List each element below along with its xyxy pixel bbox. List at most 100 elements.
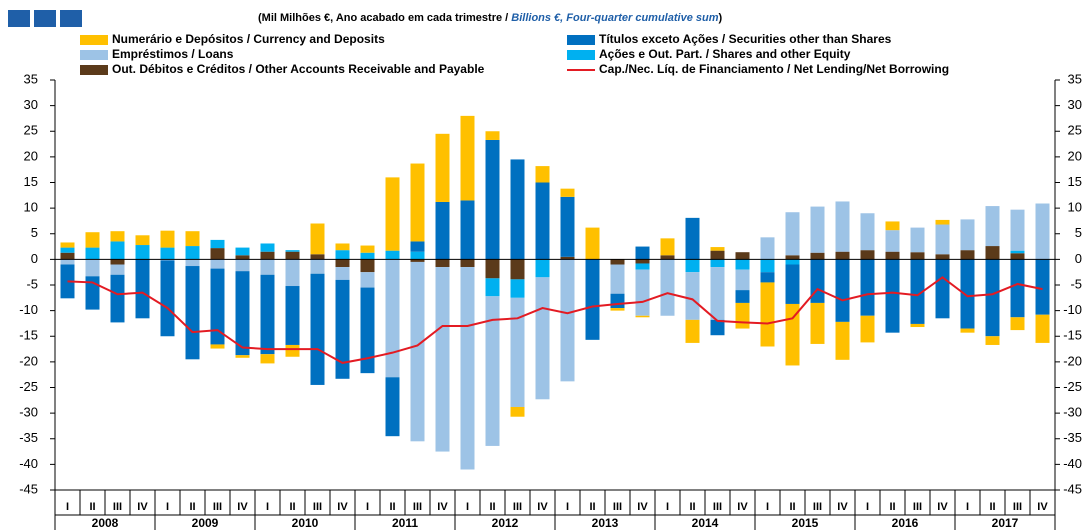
y-tick-label: -35 (19, 430, 38, 445)
bar-segment (485, 278, 500, 297)
bar-segment (135, 245, 150, 260)
y-tick-label: -15 (19, 328, 38, 343)
bar-segment (310, 259, 325, 274)
bar-segment (960, 328, 975, 333)
bar-segment (460, 115, 475, 201)
bar-segment (185, 231, 200, 247)
y-tick-label: -40 (19, 456, 38, 471)
bar-segment (285, 344, 300, 357)
year-label: 2013 (592, 516, 619, 530)
y-tick-label: -30 (19, 405, 38, 420)
bar-segment (860, 315, 875, 343)
y-tick-label-right: -25 (1063, 379, 1082, 394)
x-tick-label: IV (837, 501, 848, 513)
bar-segment (810, 302, 825, 344)
bar-segment (1035, 203, 1050, 260)
bar-segment (760, 237, 775, 260)
bar-segment (1010, 259, 1025, 318)
bar-segment (510, 259, 525, 280)
bar-segment (460, 259, 475, 268)
bar-segment (610, 293, 625, 309)
year-label: 2014 (692, 516, 719, 530)
x-tick-label: II (189, 501, 195, 513)
legend-swatch (80, 35, 108, 45)
bar-segment (1010, 209, 1025, 251)
bar-segment (685, 259, 700, 273)
bar-segment (160, 260, 175, 337)
y-tick-label-right: 5 (1075, 225, 1082, 240)
bar-segment (860, 213, 875, 251)
y-tick-label: 30 (24, 97, 38, 112)
y-tick-label-right: -30 (1063, 405, 1082, 420)
bar-segment (410, 163, 425, 242)
bar-segment (85, 232, 100, 248)
x-tick-label: I (366, 501, 369, 513)
bar-segment (835, 321, 850, 360)
y-tick-label: 25 (24, 123, 38, 138)
bar-segment (360, 287, 375, 374)
legend-label: Numerário e Depósitos / Currency and Dep… (112, 32, 385, 46)
bar-segment (685, 319, 700, 343)
legend-label: Ações e Out. Part. / Shares and other Eq… (599, 47, 851, 61)
bar-segment (285, 250, 300, 252)
bar-segment (710, 247, 725, 251)
x-tick-label: IV (537, 501, 548, 513)
legend-swatch (567, 50, 595, 60)
bar-segment (110, 241, 125, 260)
x-tick-label: II (589, 501, 595, 513)
x-tick-label: I (466, 501, 469, 513)
bar-segment (160, 230, 175, 248)
bar-segment (985, 259, 1000, 337)
year-label: 2012 (492, 516, 519, 530)
bar-segment (535, 166, 550, 183)
bar-segment (885, 251, 900, 260)
bar-segment (485, 296, 500, 446)
bar-segment (360, 245, 375, 253)
x-tick-label: III (413, 501, 422, 513)
bar-segment (135, 259, 150, 319)
x-tick-label: III (913, 501, 922, 513)
x-tick-label: I (266, 501, 269, 513)
x-tick-label: IV (737, 501, 748, 513)
bar-segment (785, 212, 800, 256)
bar-segment (535, 277, 550, 400)
y-tick-label-right: 25 (1068, 123, 1082, 138)
x-tick-label: III (513, 501, 522, 513)
bar-segment (510, 297, 525, 407)
bar-segment (960, 250, 975, 260)
x-tick-label: IV (637, 501, 648, 513)
bar-segment (560, 259, 575, 382)
subtitle-pt: (Mil Milhões €, Ano acabado em cada trim… (258, 12, 508, 24)
y-tick-label-right: -15 (1063, 328, 1082, 343)
legend-label: Títulos exceto Ações / Securities other … (599, 32, 892, 46)
bar-segment (360, 272, 375, 288)
y-tick-label: 5 (31, 225, 38, 240)
bar-segment (385, 250, 400, 260)
bar-segment (160, 259, 175, 261)
bar-segment (935, 254, 950, 260)
y-tick-label: -20 (19, 353, 38, 368)
bar-segment (185, 266, 200, 360)
bar-segment (260, 354, 275, 364)
bar-segment (660, 238, 675, 256)
subtitle: (Mil Milhões €, Ano acabado em cada trim… (258, 12, 723, 24)
y-tick-label-right: 35 (1068, 71, 1082, 86)
bar-segment (310, 254, 325, 260)
bar-segment (210, 248, 225, 260)
bar-segment (760, 272, 775, 283)
line-series (67, 276, 1043, 364)
y-tick-label: 0 (31, 251, 38, 266)
bar-segment (560, 256, 575, 260)
bar-segment (935, 224, 950, 255)
bar-segment (610, 308, 625, 311)
x-tick-label: II (389, 501, 395, 513)
bar-segment (935, 259, 950, 319)
bar-segment (410, 251, 425, 260)
bar-segment (735, 252, 750, 260)
y-tick-label-right: 0 (1075, 251, 1082, 266)
legend-swatch (80, 65, 108, 75)
bar-segment (710, 267, 725, 320)
y-tick-label-right: 15 (1068, 174, 1082, 189)
bar-segment (935, 219, 950, 225)
bar-segment (535, 259, 550, 278)
